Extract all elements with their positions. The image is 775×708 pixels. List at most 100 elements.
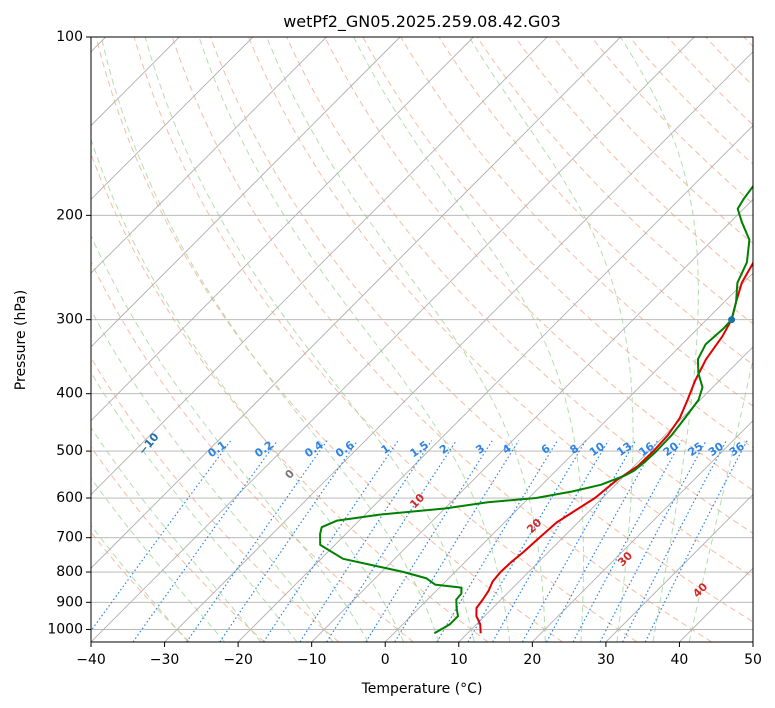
isotherm-line [91,37,327,274]
mixing-ratio-label: 1.5 [408,438,431,460]
mixing-ratio-line [394,440,520,642]
x-tick-label: 10 [450,652,468,668]
profile-marker [728,316,736,324]
isotherm-line [384,272,753,642]
moist-adiabat-line [91,308,334,642]
y-tick-label: 900 [56,594,83,610]
isotherm-line [311,198,753,642]
y-tick-label: 500 [56,443,83,459]
x-tick-label: 0 [381,652,390,668]
dry-adiabat-line [248,37,753,578]
dry-adiabat-line [91,260,414,642]
mixing-ratio-line [572,440,683,642]
moist-adiabat-line [144,37,475,642]
dry-adiabat-line [743,37,753,48]
isotherm-line [752,641,753,642]
isotherm-line [531,420,753,642]
y-tick-label: 700 [56,530,83,546]
dry-adiabat-line [324,37,753,491]
dry-adiabat-line [286,37,753,534]
moist-adiabat-line [620,37,699,642]
dry-adiabat-line [438,37,753,366]
y-tick-label: 200 [56,207,83,223]
x-tick-label: −20 [223,652,253,668]
mixing-ratio-label: 30 [706,439,726,459]
y-tick-label: 800 [56,564,83,580]
dry-adiabat-line [171,37,713,642]
profile-lines [319,184,753,635]
mixing-ratio-label: 0.6 [333,438,357,460]
mixing-ratio-line [492,440,609,642]
moist-adiabat-line [266,37,546,642]
mixing-ratio-line [546,440,659,642]
mixing-ratio-line [436,440,558,642]
y-tick-label: 600 [56,490,83,506]
y-tick-label: 400 [56,386,83,402]
y-tick-label: 1000 [47,621,83,637]
isotherm-line [91,37,474,422]
dry-adiabat-line [91,152,489,642]
background-grid [91,37,753,642]
isotherm-line [605,493,753,642]
chart-title: wetPf2_GN05.2025.259.08.42.G03 [283,12,561,32]
moist-adiabat-label: 20 [524,516,544,536]
y-tick-label: 100 [56,29,83,45]
mixing-ratio-label: 0.1 [205,438,228,460]
isotherm-line [91,37,621,569]
moist-adiabat-label: 10 [407,491,427,511]
isotherm-line [458,346,753,642]
dewpoint-profile-line [319,184,753,635]
mixing-ratio-label: 25 [686,440,706,459]
dry-adiabat-label: −10 [136,430,162,457]
dry-adiabat-line [552,37,753,245]
moist-adiabat-label: 40 [690,580,710,600]
dry-adiabat-line [91,356,340,642]
mixing-ratio-label: 10 [587,439,607,459]
moist-adiabat-line [198,37,511,642]
isotherm-line [91,37,254,201]
dry-adiabat-line [133,37,638,642]
y-axis-label: Pressure (hPa) [13,290,29,390]
isotherm-line [91,37,401,348]
mixing-ratio-line [262,440,399,642]
moist-adiabat-line [353,37,584,642]
mixing-ratio-line [219,440,359,642]
moist-adiabat-line [100,37,440,642]
mixing-ratio-line [599,440,707,642]
moist-adiabat-line [91,371,298,642]
mixing-ratio-label: 8 [567,442,581,457]
moist-adiabat-label: 0 [282,467,297,482]
moist-adiabat-label: 30 [615,549,635,569]
dry-adiabat-line [95,37,563,642]
dry-adiabat-line [705,37,753,87]
dry-adiabat-line [91,446,265,642]
mixing-ratio-label: 16 [637,439,657,459]
x-tick-label: −30 [150,652,180,668]
isotherm-line [237,124,753,642]
temperature-profile-line [475,261,753,634]
mixing-ratio-line [622,440,727,642]
dry-adiabat-line [591,37,753,205]
x-tick-label: 50 [744,652,762,668]
moist-adiabat-line [91,426,262,642]
moist-adiabat-line [91,477,225,642]
x-tick-label: −10 [297,652,327,668]
isotherm-line [164,51,753,642]
mixing-ratio-line [467,440,587,642]
dry-adiabat-line [514,37,753,285]
mixing-ratio-line [326,440,457,642]
mixing-ratio-line [365,440,493,642]
moist-adiabat-line [468,37,634,642]
isotherm-line [91,37,548,496]
mixing-ratio-label: 1 [379,442,393,457]
x-axis-label: Temperature (°C) [361,681,483,697]
dry-adiabat-line [209,37,753,623]
mixing-ratio-label: 36 [727,439,747,459]
moist-adiabat-line [91,524,189,642]
moist-adiabat-line [688,356,753,642]
mixing-ratio-line [186,440,328,642]
axis-ticks: −40 −30 −20 −10 0 10 20 30 40 5010020030040050060… [47,29,762,668]
mixing-ratio-label: 13 [614,440,634,459]
mixing-ratio-label: 6 [539,442,553,457]
